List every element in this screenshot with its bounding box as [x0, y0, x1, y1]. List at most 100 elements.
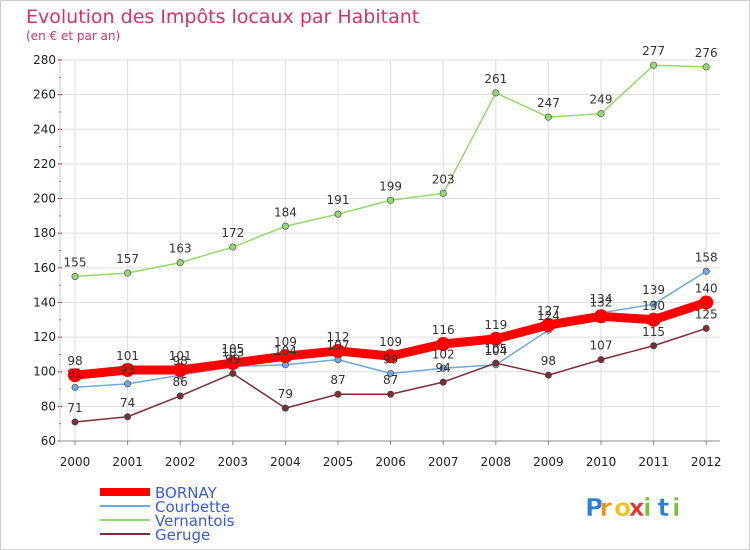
data-label-courbette: 93 — [120, 363, 135, 377]
data-point-geruge — [334, 390, 342, 398]
data-point-bornay — [225, 356, 240, 371]
x-tick-label: 2004 — [270, 455, 301, 469]
data-point-bornay — [331, 343, 345, 358]
data-point-vernantois — [334, 210, 342, 218]
data-label-courbette: 102 — [432, 347, 455, 361]
data-point-bornay — [436, 337, 451, 352]
data-labels: 155 157 163 172 184 191 199 203 261 247 249 277 276 9… — [64, 44, 718, 415]
y-tick-label: 200 — [33, 192, 56, 206]
y-tick-label: 280 — [33, 53, 56, 67]
brand-letter: i — [643, 493, 652, 522]
x-tick-label: 2010 — [586, 455, 617, 469]
chart-title: Evolution des Impôts locaux par Habitant — [26, 6, 419, 28]
data-label-vernantois: 277 — [642, 44, 665, 58]
data-point-courbette — [124, 380, 132, 388]
data-label-geruge: 71 — [67, 401, 82, 415]
x-tick-label: 2009 — [533, 455, 564, 469]
brand-letter: t — [658, 493, 670, 522]
data-point-bornay — [699, 295, 714, 310]
data-label-vernantois: 247 — [537, 96, 560, 110]
data-label-bornay: 119 — [484, 318, 507, 332]
series — [68, 61, 714, 426]
data-label-bornay: 101 — [116, 349, 139, 363]
data-label-courbette: 91 — [67, 366, 82, 380]
data-point-geruge — [71, 418, 79, 426]
data-point-vernantois — [229, 243, 237, 251]
data-label-bornay: 109 — [379, 335, 402, 349]
data-label-vernantois: 249 — [590, 93, 613, 107]
data-point-bornay — [594, 309, 608, 324]
data-point-vernantois — [650, 61, 658, 69]
data-point-geruge — [492, 359, 500, 367]
data-label-geruge: 107 — [590, 339, 613, 353]
brand-letter: i — [672, 493, 681, 522]
data-point-vernantois — [702, 63, 710, 71]
y-tick-label: 140 — [33, 295, 56, 309]
data-point-geruge — [544, 371, 552, 379]
data-point-geruge — [439, 378, 447, 386]
data-label-vernantois: 261 — [484, 72, 507, 86]
data-point-bornay — [68, 368, 82, 383]
data-label-courbette: 104 — [274, 344, 297, 358]
data-point-geruge — [229, 369, 237, 377]
data-label-geruge: 125 — [695, 307, 718, 321]
y-tick-label: 160 — [33, 261, 56, 275]
legend-label-courbette: Courbette — [155, 498, 230, 516]
axes: 60 80 100 120 140 160 180 200 220 240 260 280 2000 20… — [33, 53, 721, 469]
y-tick-label: 100 — [33, 365, 56, 379]
data-label-vernantois: 203 — [432, 172, 455, 186]
brand-letter: r — [600, 493, 613, 522]
data-point-courbette — [387, 369, 395, 377]
legend-label-geruge: Geruge — [155, 526, 210, 544]
data-label-courbette: 103 — [221, 346, 244, 360]
data-point-bornay — [383, 349, 398, 364]
data-point-vernantois — [71, 272, 79, 280]
data-point-vernantois — [544, 113, 552, 121]
data-label-bornay: 132 — [590, 295, 613, 309]
x-tick-label: 2002 — [165, 455, 196, 469]
x-tick-label: 2008 — [481, 455, 512, 469]
data-label-geruge: 94 — [436, 361, 451, 375]
y-tick-label: 220 — [33, 157, 56, 171]
data-label-geruge: 86 — [173, 375, 188, 389]
data-point-courbette — [439, 364, 447, 372]
data-point-vernantois — [176, 259, 184, 267]
x-tick-label: 2006 — [375, 455, 406, 469]
data-point-courbette — [71, 383, 79, 391]
data-label-geruge: 105 — [484, 342, 507, 356]
data-label-bornay: 105 — [221, 342, 244, 356]
data-point-bornay — [541, 317, 556, 332]
data-label-bornay: 140 — [695, 281, 718, 295]
data-label-vernantois: 191 — [327, 193, 350, 207]
brand-letter: o — [614, 493, 631, 522]
data-label-courbette: 134 — [590, 292, 613, 306]
data-point-vernantois — [387, 196, 395, 204]
x-tick-label: 2011 — [638, 455, 669, 469]
y-tick-label: 240 — [33, 122, 56, 136]
data-label-vernantois: 155 — [64, 255, 87, 269]
data-point-vernantois — [597, 110, 605, 118]
data-label-courbette: 158 — [695, 250, 718, 264]
y-tick-label: 80 — [41, 399, 56, 413]
data-label-geruge: 87 — [383, 373, 398, 387]
proxiti-logo: Pr oxi t i — [585, 493, 681, 523]
data-label-vernantois: 172 — [221, 226, 244, 240]
data-label-vernantois: 276 — [695, 46, 718, 60]
data-label-vernantois: 163 — [169, 242, 192, 256]
data-point-bornay — [646, 312, 661, 327]
data-label-bornay: 112 — [327, 330, 350, 344]
data-point-bornay — [488, 331, 503, 346]
chart-subtitle: (en € et par an) — [26, 29, 120, 43]
data-point-bornay — [120, 362, 135, 377]
data-point-vernantois — [492, 89, 500, 97]
brand-letter: P — [585, 493, 603, 522]
data-label-bornay: 98 — [67, 354, 82, 368]
brand-letter: x — [629, 493, 645, 522]
data-label-vernantois: 199 — [379, 179, 402, 193]
data-point-vernantois — [439, 189, 447, 197]
data-label-geruge: 98 — [541, 354, 556, 368]
data-point-vernantois — [124, 269, 132, 277]
data-point-bornay — [173, 362, 188, 377]
